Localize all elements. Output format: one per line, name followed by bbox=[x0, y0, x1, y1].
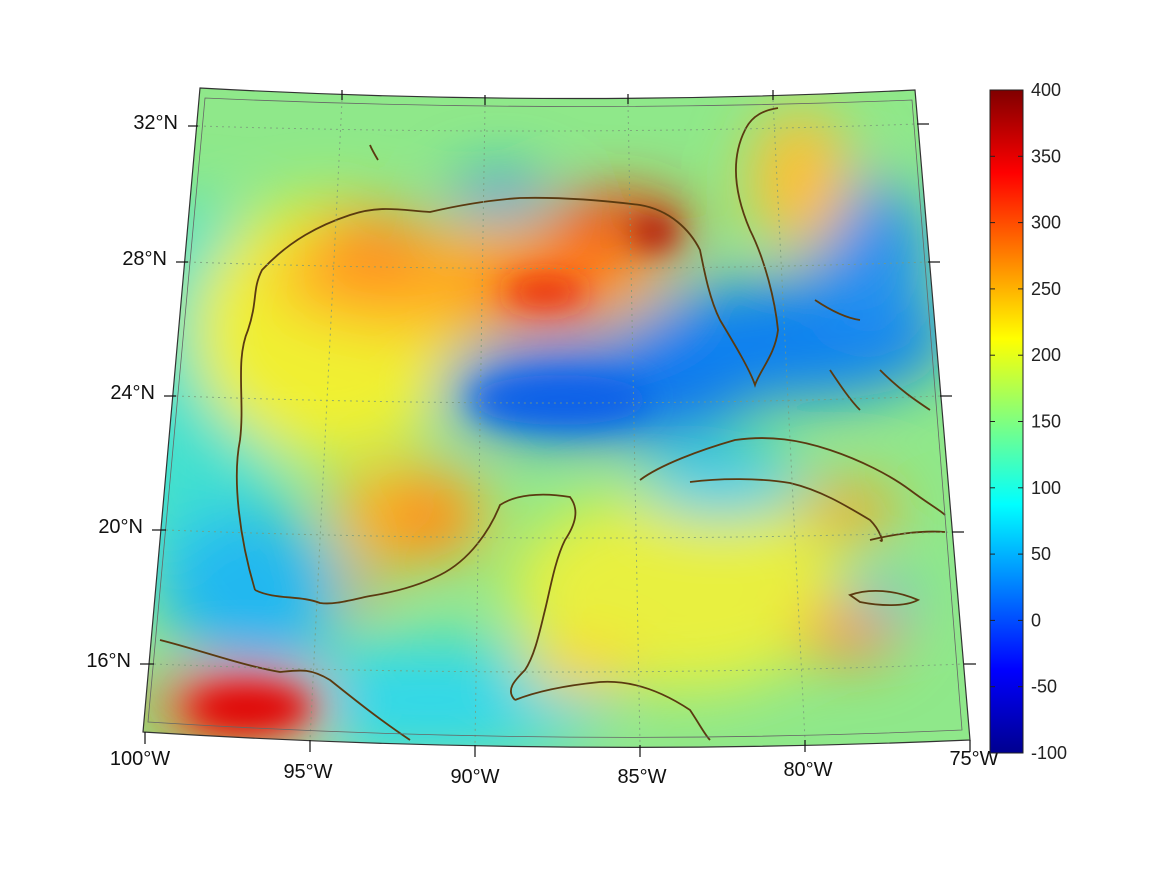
lat-label-16n: 16°N bbox=[86, 650, 131, 672]
heatmap-field bbox=[143, 88, 970, 748]
colorbar-tick-label: 350 bbox=[1031, 146, 1061, 166]
lon-label-100w: 100°W bbox=[110, 748, 170, 770]
colorbar-tick-label: 0 bbox=[1031, 610, 1041, 630]
colorbar-tick-label: 300 bbox=[1031, 213, 1061, 233]
lat-label-20n: 20°N bbox=[98, 516, 143, 538]
map-frame-inner bbox=[147, 97, 963, 738]
longitude-labels: 100°W 95°W 90°W 85°W 80°W 75°W bbox=[110, 748, 999, 788]
lat-label-32n: 32°N bbox=[133, 112, 178, 134]
lon-label-90w: 90°W bbox=[450, 766, 499, 788]
lon-label-85w: 85°W bbox=[617, 766, 666, 788]
colorbar-ticks bbox=[990, 89, 1023, 754]
colorbar-gradient bbox=[989, 89, 1024, 754]
colorbar-tick-label: -100 bbox=[1031, 743, 1067, 763]
colorbar: 400 350 300 250 200 150 100 50 0 -50 -100 bbox=[989, 80, 1067, 763]
colorbar-tick-label: 50 bbox=[1031, 544, 1051, 564]
gridlines bbox=[153, 99, 965, 746]
colorbar-tick-label: 100 bbox=[1031, 478, 1061, 498]
colorbar-tick-label: 200 bbox=[1031, 345, 1061, 365]
lon-label-95w: 95°W bbox=[283, 761, 332, 783]
colorbar-tick-labels: 400 350 300 250 200 150 100 50 0 -50 -100 bbox=[1031, 80, 1067, 763]
colorbar-tick-label: 400 bbox=[1031, 80, 1061, 100]
lat-label-28n: 28°N bbox=[122, 248, 167, 270]
lon-label-75w: 75°W bbox=[949, 748, 998, 770]
tick-marks bbox=[140, 90, 976, 757]
colorbar-tick-label: 250 bbox=[1031, 279, 1061, 299]
colorbar-tick-label: -50 bbox=[1031, 677, 1057, 697]
coastlines bbox=[159, 107, 946, 741]
colorbar-tick-label: 150 bbox=[1031, 412, 1061, 432]
lat-label-24n: 24°N bbox=[110, 382, 155, 404]
latitude-labels: 32°N 28°N 24°N 20°N 16°N bbox=[86, 112, 178, 672]
lon-label-80w: 80°W bbox=[783, 759, 832, 781]
map-frame bbox=[142, 87, 971, 748]
